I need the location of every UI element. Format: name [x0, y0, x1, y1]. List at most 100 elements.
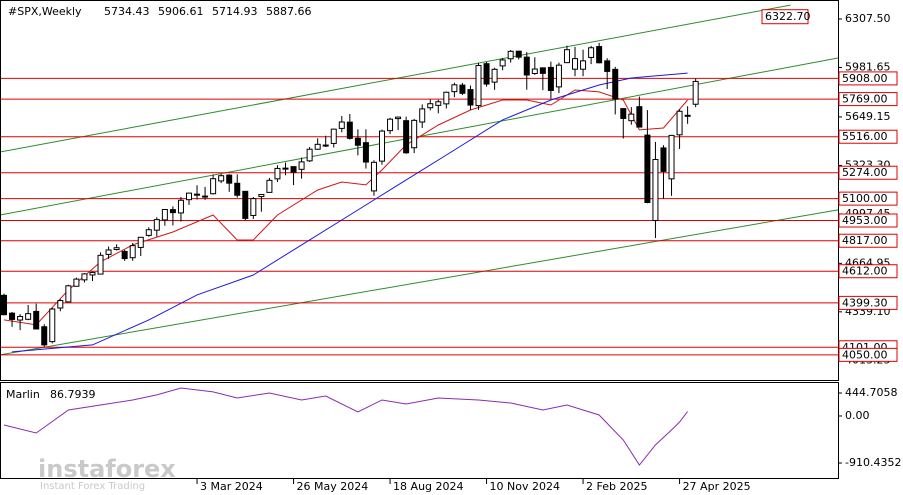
candle-body: [210, 178, 217, 195]
candle-body: [73, 278, 80, 287]
level-label: 4817.00: [842, 234, 888, 247]
level-label: 4050.00: [842, 348, 888, 361]
candle-body: [153, 219, 160, 231]
candle-body: [105, 249, 112, 255]
level-box: [838, 92, 898, 107]
chart-title: #SPX,Weekly: [8, 5, 82, 18]
candle-body: [395, 116, 402, 120]
candle-body: [17, 315, 24, 321]
level-box: [838, 213, 898, 228]
candle-body: [177, 199, 184, 214]
level-label: 5100.00: [842, 192, 888, 205]
candle-body: [306, 148, 313, 162]
candle-body: [290, 166, 297, 173]
candle-body: [161, 208, 168, 221]
candle-body: [338, 121, 345, 129]
candle-body: [89, 271, 96, 276]
level-box: [838, 264, 898, 279]
channel-line: [0, 209, 839, 356]
header-high: 5906.61: [158, 5, 204, 18]
candle-body: [194, 193, 201, 196]
candle-body: [379, 130, 386, 162]
candle-body: [660, 147, 667, 172]
x-tick-label: 26 May 2024: [297, 480, 369, 493]
candle-body: [250, 198, 257, 216]
candle-body: [644, 134, 651, 203]
level-box: [838, 71, 898, 86]
candle-body: [580, 60, 587, 70]
level-label: 4953.00: [842, 214, 888, 227]
candle-body: [234, 182, 241, 196]
watermark-tagline: Instant Forex Trading: [40, 481, 145, 492]
candle-body: [282, 167, 289, 170]
candle-body: [419, 108, 426, 123]
candle-body: [483, 63, 490, 85]
candle-body: [121, 250, 128, 260]
x-tick-label: 3 Mar 2024: [200, 480, 263, 493]
candle-body: [137, 236, 144, 248]
level-label: 4399.30: [842, 296, 888, 309]
candle-body: [33, 310, 40, 330]
candle-body: [266, 179, 273, 193]
candle-body: [475, 64, 482, 107]
oscillator-panel: 444.7058 0.00 -910.4352: [3, 386, 901, 469]
osc-value: 86.7939: [50, 388, 96, 401]
candle-body: [628, 113, 635, 122]
candle-body: [531, 68, 538, 75]
moving-average: [12, 72, 688, 353]
candle-body: [523, 56, 530, 76]
candle-body: [9, 312, 16, 320]
level-label: 4612.00: [842, 265, 888, 278]
candle-body: [57, 300, 64, 309]
candle-body: [411, 119, 418, 149]
candle-body: [314, 143, 321, 150]
header-open: 5734.43: [104, 5, 150, 18]
candle-body: [202, 195, 209, 198]
candle-body: [692, 80, 699, 105]
watermark-brand: instaforex: [38, 455, 176, 483]
candle-body: [507, 50, 514, 60]
candle-body: [636, 106, 643, 128]
candle-body: [443, 91, 450, 105]
level-label: 5274.00: [842, 166, 888, 179]
price-frame: [0, 0, 839, 381]
candle-body: [1, 294, 8, 316]
candle-body: [218, 175, 225, 182]
candle-body: [81, 273, 88, 281]
level-box: [838, 165, 898, 180]
y-tick-label: 6307.50: [845, 12, 891, 25]
candle-body: [596, 46, 603, 64]
candle-body: [242, 190, 249, 219]
candle-body: [676, 110, 683, 136]
level-box: [838, 347, 898, 362]
candle-body: [387, 118, 394, 132]
y-tick-label: 444.7058: [845, 386, 898, 399]
candle-body: [604, 60, 611, 72]
y-tick-label: -910.4352: [845, 456, 901, 469]
candle-body: [588, 47, 595, 58]
candle-body: [563, 49, 570, 64]
candle-body: [612, 68, 619, 100]
x-tick-label: 10 Nov 2024: [490, 480, 560, 493]
candle-body: [274, 167, 281, 180]
candle-body: [491, 68, 498, 83]
candle-body: [25, 313, 32, 320]
candle-body: [49, 308, 56, 343]
candle-body: [298, 161, 305, 170]
candle-body: [515, 50, 522, 58]
candle-body: [169, 209, 176, 214]
osc-title: Marlin: [6, 388, 40, 401]
candle-body: [572, 58, 579, 70]
x-tick-label: 27 Apr 2025: [683, 480, 751, 493]
candle-body: [539, 67, 546, 74]
level-label: 5769.00: [842, 93, 888, 106]
candle-body: [370, 161, 377, 192]
candle-body: [668, 134, 675, 180]
candle-body: [185, 192, 192, 201]
candle-body: [652, 158, 659, 222]
candle-body: [459, 84, 466, 94]
candle-body: [499, 59, 506, 67]
osc-frame: [0, 382, 839, 479]
candle-body: [555, 64, 562, 88]
